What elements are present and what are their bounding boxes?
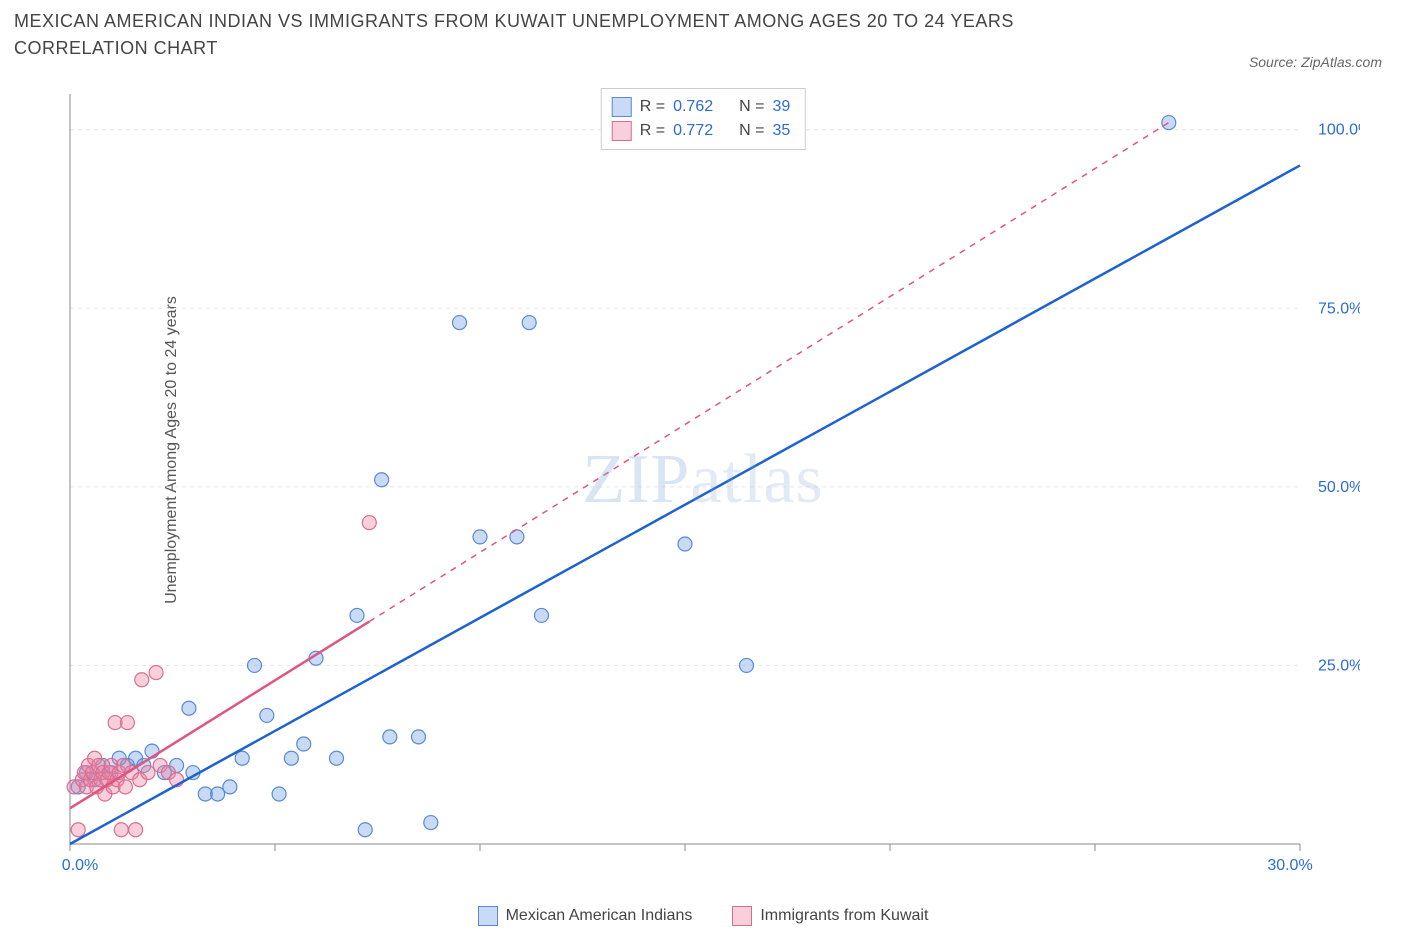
legend-label: Immigrants from Kuwait <box>760 907 928 925</box>
svg-text:0.0%: 0.0% <box>62 857 98 874</box>
source-attribution: Source: ZipAtlas.com <box>1249 54 1382 70</box>
series-swatch <box>612 121 632 141</box>
bottom-legend: Mexican American Indians Immigrants from … <box>0 906 1406 926</box>
stats-row: R = 0.762 N = 39 <box>612 95 791 119</box>
chart-header: MEXICAN AMERICAN INDIAN VS IMMIGRANTS FR… <box>14 8 1392 62</box>
r-label: R = <box>640 119 665 143</box>
legend-item: Immigrants from Kuwait <box>732 906 928 926</box>
n-label: N = <box>739 95 764 119</box>
n-label: N = <box>739 119 764 143</box>
chart-svg: 25.0% 50.0% 75.0% 100.0% 0.0% 30.0% <box>60 84 1360 874</box>
svg-text:30.0%: 30.0% <box>1267 857 1312 874</box>
n-value: 35 <box>772 119 790 143</box>
series-swatch <box>732 906 752 926</box>
series-swatch <box>478 906 498 926</box>
legend-label: Mexican American Indians <box>506 907 693 925</box>
stats-row: R = 0.772 N = 35 <box>612 119 791 143</box>
legend-item: Mexican American Indians <box>478 906 693 926</box>
stats-legend-box: R = 0.762 N = 39 R = 0.772 N = 35 <box>601 88 806 150</box>
chart-title: MEXICAN AMERICAN INDIAN VS IMMIGRANTS FR… <box>14 8 1114 62</box>
n-value: 39 <box>772 95 790 119</box>
scatter-chart: 25.0% 50.0% 75.0% 100.0% 0.0% 30.0% <box>60 84 1360 874</box>
svg-text:75.0%: 75.0% <box>1318 300 1360 317</box>
r-label: R = <box>640 95 665 119</box>
svg-text:50.0%: 50.0% <box>1318 479 1360 496</box>
r-value: 0.762 <box>673 95 713 119</box>
svg-text:100.0%: 100.0% <box>1318 122 1360 139</box>
series-swatch <box>612 97 632 117</box>
r-value: 0.772 <box>673 119 713 143</box>
svg-text:25.0%: 25.0% <box>1318 657 1360 674</box>
